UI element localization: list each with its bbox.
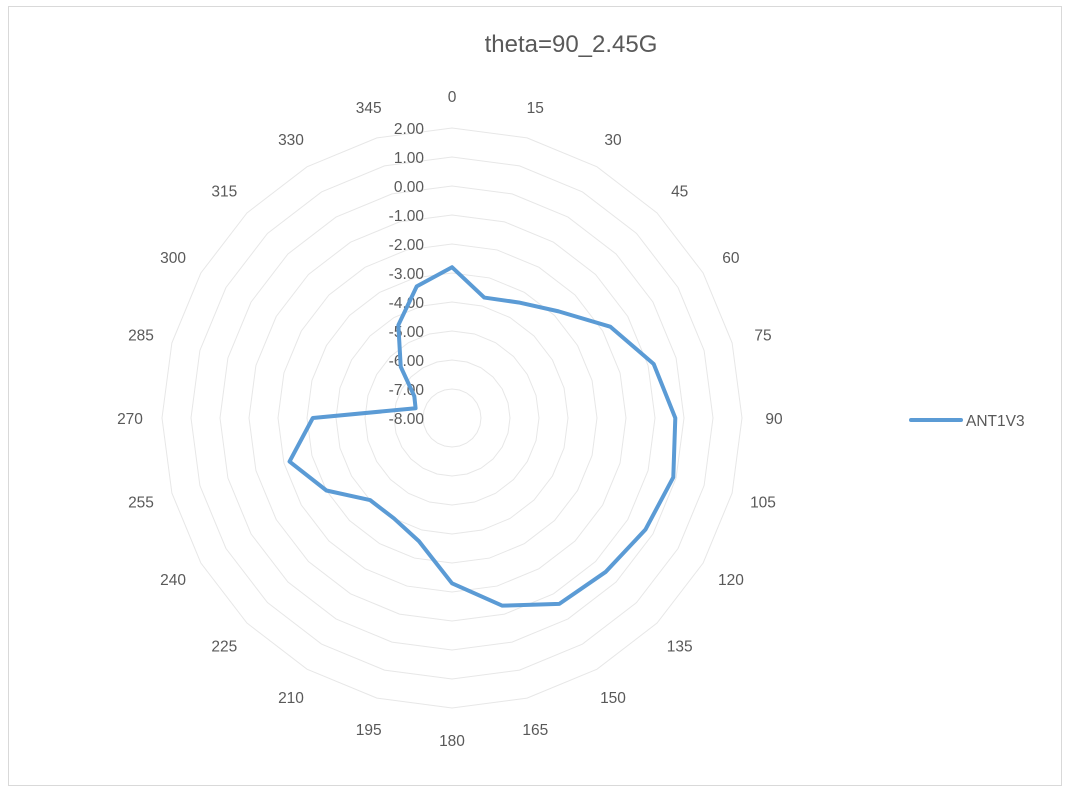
angle-label: 15 <box>527 100 544 117</box>
angle-label: 195 <box>356 722 382 739</box>
legend-label: ANT1V3 <box>966 413 1025 430</box>
grid-layer <box>162 128 742 708</box>
angle-label: 75 <box>754 328 771 345</box>
angle-label: 180 <box>439 733 465 750</box>
angle-label: 345 <box>356 100 382 117</box>
grid-ring <box>423 389 481 447</box>
angle-label: 240 <box>160 572 186 589</box>
angle-label: 270 <box>117 411 143 428</box>
angle-label: 255 <box>128 494 154 511</box>
angle-label: 330 <box>278 132 304 149</box>
grid-ring <box>191 157 713 679</box>
angle-label: 210 <box>278 690 304 707</box>
angle-label: 30 <box>604 132 622 149</box>
angle-label: 285 <box>128 328 154 345</box>
radial-tick-label: -8.00 <box>389 411 425 428</box>
radial-tick-label: -5.00 <box>389 324 425 341</box>
angle-label: 45 <box>671 183 688 200</box>
chart-title: theta=90_2.45G <box>485 31 658 58</box>
radial-tick-label: 0.00 <box>394 179 425 196</box>
angle-label: 60 <box>722 250 740 267</box>
angle-label: 0 <box>448 89 457 106</box>
radial-tick-label: -1.00 <box>389 208 425 225</box>
angle-label: 120 <box>718 572 744 589</box>
radial-tick-label: -3.00 <box>389 266 425 283</box>
radial-tick-label: -6.00 <box>389 353 425 370</box>
angle-label: 225 <box>211 639 237 656</box>
angle-label: 300 <box>160 250 186 267</box>
grid-ring <box>307 273 597 563</box>
radial-tick-label: -2.00 <box>389 237 425 254</box>
radial-tick-label: 1.00 <box>394 150 425 167</box>
legend: ANT1V3 <box>911 413 1025 430</box>
radar-chart: theta=90_2.45G -8.00-7.00-6.00-5.00-4.00… <box>0 0 1068 763</box>
angle-label: 90 <box>765 411 783 428</box>
angle-label: 150 <box>600 690 626 707</box>
angle-label: 315 <box>211 183 237 200</box>
angle-label: 135 <box>667 639 693 656</box>
radial-tick-label: 2.00 <box>394 121 425 138</box>
angle-label: 105 <box>750 494 776 511</box>
angle-label: 165 <box>522 722 548 739</box>
grid-ring <box>249 215 655 621</box>
angle-labels: 0 15 30 45 60 75 90 105 120 135 150 165 180 195 210 225… <box>117 89 783 750</box>
radial-tick-label: -7.00 <box>389 382 425 399</box>
